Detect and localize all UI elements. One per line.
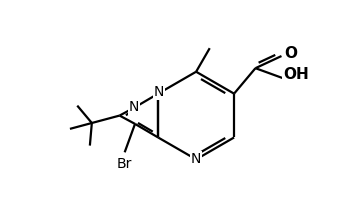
Text: N: N bbox=[154, 85, 164, 99]
Text: N: N bbox=[129, 100, 139, 114]
Text: OH: OH bbox=[283, 67, 309, 82]
Text: Br: Br bbox=[117, 157, 132, 171]
Text: N: N bbox=[191, 153, 201, 166]
Text: O: O bbox=[284, 46, 297, 61]
